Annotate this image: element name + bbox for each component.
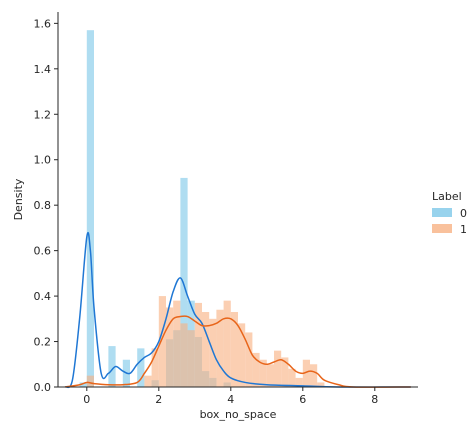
histogram-bar-label-1 xyxy=(252,352,260,387)
y-tick-label: 1.6 xyxy=(34,17,52,30)
histogram-bar-label-1 xyxy=(238,323,246,387)
y-tick-label: 0.0 xyxy=(34,381,52,394)
histogram-bar-label-1 xyxy=(281,357,289,387)
y-tick-label: 0.4 xyxy=(34,290,52,303)
x-tick-label: 0 xyxy=(83,393,90,406)
histogram-bar-label-1 xyxy=(230,312,238,387)
y-tick-label: 0.8 xyxy=(34,199,52,212)
histogram-bar-label-1 xyxy=(194,302,202,387)
legend-label-0: 0 xyxy=(460,207,467,220)
histogram-bar-label-0 xyxy=(79,382,87,387)
histogram-bar-label-1 xyxy=(144,375,152,387)
legend-swatch-label-1 xyxy=(432,224,452,233)
histogram-bar-label-1 xyxy=(274,350,282,387)
y-tick-label: 1.0 xyxy=(34,154,52,167)
histogram-bar-label-1 xyxy=(86,375,94,387)
legend-title: Label xyxy=(432,190,462,203)
histogram-bar-label-1 xyxy=(259,359,267,387)
y-tick-label: 1.4 xyxy=(34,63,52,76)
x-tick-label: 4 xyxy=(227,393,234,406)
y-tick-label: 1.2 xyxy=(34,108,52,121)
histogram-bar-label-1 xyxy=(158,296,166,387)
histogram-bar-label-1 xyxy=(173,300,181,387)
histogram-bar-label-1 xyxy=(187,330,195,387)
histogram-bar-label-0 xyxy=(180,177,188,387)
kde-curves xyxy=(64,231,411,389)
histogram-bar-label-0 xyxy=(108,346,116,387)
histogram-bar-label-1 xyxy=(245,332,253,387)
histogram-bar-label-1 xyxy=(180,323,188,387)
histogram-bar-label-1 xyxy=(266,364,274,387)
axes: 0 2 4 6 8 0.0 0.2 0.4 0.6 0.8 1.0 1.2 1.4 1.6 xyxy=(34,12,418,406)
x-tick-label: 6 xyxy=(299,393,306,406)
histogram-bar-label-1 xyxy=(166,307,174,387)
histogram-bar-label-1 xyxy=(295,377,303,387)
kde-curve-label-0 xyxy=(64,231,411,389)
y-tick-label: 0.2 xyxy=(34,336,52,349)
histogram-bar-label-1 xyxy=(202,312,210,387)
x-axis-label: box_no_space xyxy=(200,408,277,421)
legend-swatch-label-0 xyxy=(432,208,452,217)
legend-label-1: 1 xyxy=(460,223,467,236)
histogram-bar-label-1 xyxy=(288,368,296,387)
histogram-bar-label-1 xyxy=(317,382,325,387)
histogram-bar-label-1 xyxy=(216,309,224,387)
histogram-bar-label-0 xyxy=(137,348,145,387)
kde-curve-label-1 xyxy=(65,315,411,388)
histogram-bar-label-1 xyxy=(302,359,310,387)
histogram-bar-label-1 xyxy=(151,348,159,387)
x-tick-label: 2 xyxy=(155,393,162,406)
y-tick-label: 0.6 xyxy=(34,245,52,258)
histogram-bar-label-0 xyxy=(86,30,94,388)
y-axis-label: Density xyxy=(12,178,25,220)
legend: Label 0 1 xyxy=(432,190,467,236)
histogram-bar-label-1 xyxy=(310,364,318,387)
x-tick-label: 8 xyxy=(371,393,378,406)
histogram-bar-label-1 xyxy=(223,300,231,387)
